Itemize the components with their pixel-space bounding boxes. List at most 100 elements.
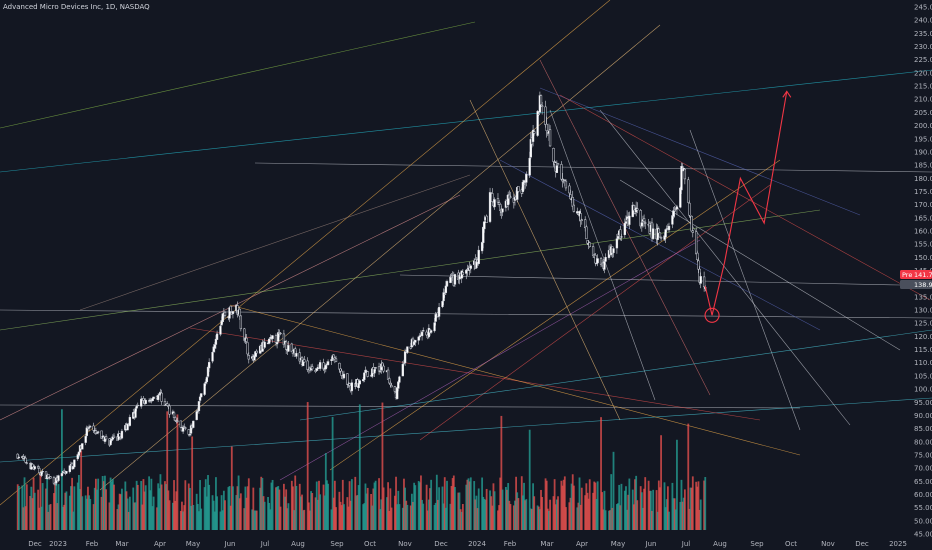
volume-bar: [549, 499, 551, 530]
candle-body: [403, 351, 407, 364]
volume-bar: [576, 507, 579, 530]
last-price-badge-background: [900, 280, 932, 289]
candle-body: [239, 315, 243, 330]
volume-bar: [199, 480, 201, 530]
price-axis[interactable]: 45.00 50.00 55.00 60.00 65.00 70.00 75.00 80.00…: [914, 4, 932, 539]
volume-bar: [557, 496, 559, 530]
volume-bar: [473, 481, 476, 530]
candle-body: [140, 398, 143, 407]
trendline: [619, 179, 901, 351]
projection-arrowhead: [782, 90, 792, 98]
trendline: [229, 304, 801, 456]
volume-bar: [529, 508, 532, 530]
volume-bar: [294, 475, 297, 530]
candle-body: [539, 95, 543, 105]
volume-bar: [32, 477, 35, 530]
time-tick-label: Jun: [224, 540, 236, 548]
volume-bar: [212, 500, 215, 530]
candle-body: [585, 226, 588, 240]
candle-body: [673, 209, 676, 212]
volume-bar: [484, 499, 487, 530]
candle-body: [636, 208, 639, 211]
candle-body: [560, 164, 563, 180]
volume-bar: [105, 489, 107, 530]
volume-bar: [640, 492, 643, 530]
volume-bar: [405, 500, 408, 530]
volume-bar: [284, 496, 286, 530]
candle-body: [667, 225, 671, 231]
volume-bar: [505, 486, 507, 530]
volume-bar: [167, 490, 170, 530]
candle-body: [683, 168, 687, 180]
candle-body: [176, 420, 179, 422]
candle-body: [393, 386, 397, 392]
volume-bar: [124, 481, 127, 530]
volume-bar: [403, 478, 405, 530]
time-tick-label: Aug: [291, 540, 305, 548]
volume-bar: [326, 480, 328, 530]
volume-bar: [397, 490, 400, 530]
time-tick-label: Nov: [821, 540, 835, 548]
candle-body: [652, 228, 655, 239]
volume-bar: [497, 510, 499, 530]
candle-body: [247, 355, 250, 360]
volume-bar: [190, 505, 192, 530]
candle-body: [203, 383, 206, 395]
volume-bar: [267, 496, 269, 530]
candle-body: [326, 361, 330, 365]
volume-bar: [500, 415, 503, 530]
candle-body: [475, 261, 478, 269]
time-axis[interactable]: Dec 2023 Feb Mar Apr May Jun Jul Aug Sep Oct Nov Dec…: [28, 540, 907, 548]
volume-bar: [62, 506, 64, 530]
volume-bar: [474, 499, 477, 530]
volume-bar: [512, 505, 515, 530]
volume-bar: [390, 507, 393, 530]
time-tick-label: Dec: [28, 540, 42, 548]
volume-bar: [433, 504, 436, 530]
candle-body: [434, 314, 437, 322]
trendline: [499, 159, 821, 331]
volume-bar: [152, 496, 155, 530]
volume-bar: [71, 477, 73, 530]
candle-body: [214, 338, 218, 345]
volume-bar: [617, 503, 619, 530]
candle-body: [84, 436, 87, 443]
volume-bar: [601, 492, 604, 530]
candle-body: [31, 463, 34, 468]
volume-bar: [235, 495, 238, 530]
volume-bar: [23, 477, 26, 530]
volume-bar: [195, 493, 198, 530]
volume-bar: [60, 409, 63, 530]
candle-body: [229, 305, 232, 312]
price-tick-label: 85.00: [914, 425, 932, 433]
candle-body: [17, 456, 21, 459]
volume-bar: [245, 497, 248, 530]
volume-bar: [315, 481, 318, 530]
volume-bar: [45, 488, 47, 530]
candle-body: [340, 370, 343, 376]
volume-bar: [104, 475, 106, 530]
candle-body: [664, 229, 667, 238]
trendline: [689, 129, 801, 431]
volume-bar: [54, 478, 57, 530]
volume-bar: [220, 495, 223, 530]
last-price-badge: 138.99: [900, 280, 932, 289]
volume-bar: [292, 486, 294, 530]
volume-bar: [396, 504, 399, 530]
candle-body: [40, 471, 43, 476]
candle-body: [223, 312, 227, 316]
volume-bar: [454, 486, 456, 530]
candle-body: [453, 274, 457, 285]
volume-bar: [243, 508, 246, 530]
candle-body: [688, 202, 691, 216]
volume-bar: [673, 498, 676, 530]
volume-bar: [355, 495, 358, 530]
volume-bar: [490, 496, 493, 530]
candle-body: [334, 358, 338, 363]
candle-body: [461, 272, 465, 276]
volume-bar: [88, 495, 90, 530]
candle-body: [287, 345, 290, 352]
trendline: [0, 69, 932, 173]
candle-body: [420, 331, 424, 337]
